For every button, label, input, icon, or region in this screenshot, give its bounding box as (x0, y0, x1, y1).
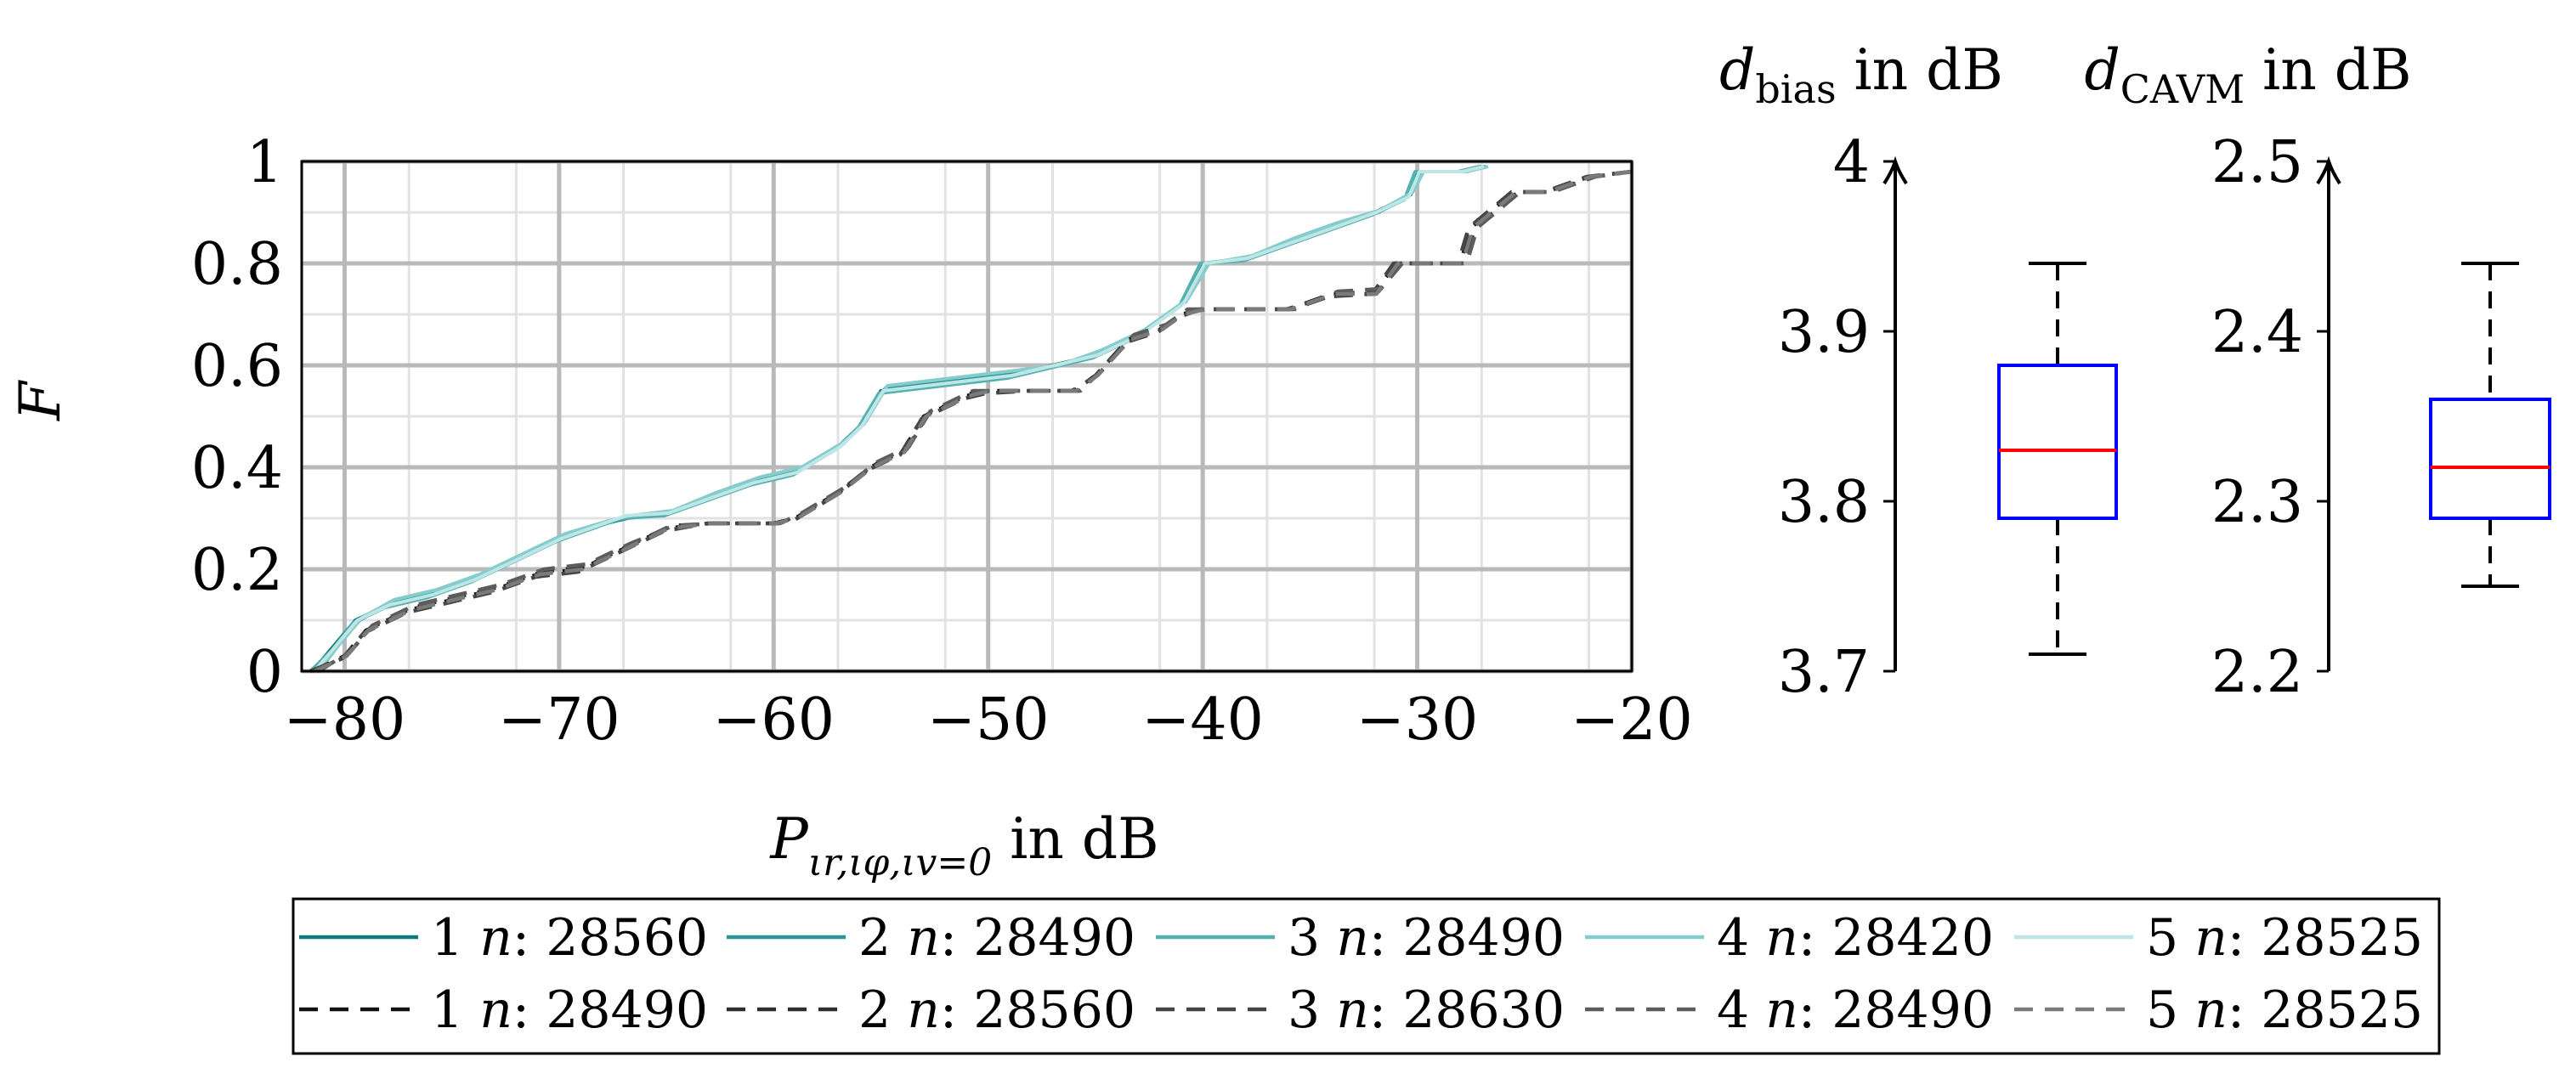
box-cavm-tick-label: 2.3 (2211, 469, 2303, 536)
x-tick-label: −20 (1571, 686, 1693, 754)
series-line-dashed-3 (309, 169, 1633, 674)
legend-label-dashed-4: 4 n: 28490 (1717, 980, 1994, 1040)
box-bias-tick-label: 4 (1833, 129, 1870, 196)
series-line-solid-1 (311, 165, 1482, 673)
x-tick-label: −30 (1356, 686, 1479, 754)
x-axis-label-main: P (769, 806, 809, 872)
box-cavm-title-suffix: in dB (2245, 37, 2411, 103)
y-axis-label: F (8, 380, 73, 421)
box-cavm-tick-label: 2.5 (2211, 129, 2303, 196)
y-tick-label: 0.6 (191, 333, 283, 400)
series-line-dashed-5 (314, 169, 1633, 674)
x-tick-label: −70 (498, 686, 620, 754)
x-tick-label: −50 (927, 686, 1050, 754)
x-tick-label: −60 (713, 686, 835, 754)
series-line-solid-2 (315, 165, 1486, 673)
y-tick-label: 0.2 (191, 537, 283, 604)
box-cavm-title-main: d (2084, 37, 2120, 103)
x-axis-label-suffix: in dB (992, 806, 1158, 872)
y-tick-label: 0.8 (191, 231, 283, 298)
box-cavm-title-sub: CAVM (2120, 66, 2245, 112)
legend-label-solid-4: 4 n: 28420 (1717, 908, 1994, 968)
box-bias-title-sub: bias (1755, 66, 1836, 112)
box-bias-tick-label: 3.9 (1778, 299, 1870, 366)
box-bias-iqr-box (1997, 364, 2118, 520)
legend-label-dashed-5: 5 n: 28525 (2146, 980, 2423, 1040)
series-line-dashed-2 (315, 169, 1633, 673)
cdf-grid (300, 159, 1634, 674)
cdf-series-lines (309, 165, 1633, 674)
legend-frame (292, 897, 2441, 1055)
box-plot-cavm: dCAVM in dB 2.2 2.3 2.4 2.5 (2084, 37, 2551, 706)
box-cavm-tick-label: 2.2 (2211, 639, 2303, 706)
cdf-plot: −80 −70 −60 −50 −40 −30 −20 0 0.2 0.4 0.6 0.8 1 F Pι… (8, 129, 1693, 884)
box-bias-title-suffix: in dB (1837, 37, 2003, 103)
y-tick-label: 0 (246, 639, 283, 706)
x-axis-label-sub: ιr,ιφ,ιv=0 (808, 841, 992, 884)
y-tick-label: 0.4 (191, 435, 283, 502)
legend-label-solid-5: 5 n: 28525 (2146, 908, 2423, 968)
legend: 1 n: 28560 2 n: 28490 3 n: 28490 4 n: 28420… (292, 897, 2441, 1055)
y-tick-label: 1 (246, 129, 283, 196)
series-line-dashed-1 (311, 169, 1633, 674)
legend-label-solid-1: 1 n: 28560 (431, 908, 708, 968)
box-bias-tick-label: 3.8 (1778, 469, 1870, 536)
legend-label-dashed-1: 1 n: 28490 (431, 980, 708, 1040)
box-cavm-iqr-box (2429, 398, 2551, 520)
cdf-ticks: −80 −70 −60 −50 −40 −30 −20 0 0.2 0.4 0.6 0.8 1 (191, 129, 1693, 754)
series-line-solid-5 (313, 165, 1485, 673)
x-axis-label: Pιr,ιφ,ιv=0 in dB (769, 806, 1158, 884)
x-tick-label: −80 (284, 686, 406, 754)
box-bias-title: dbias in dB (1719, 37, 2003, 112)
box-plot-bias: dbias in dB 3.73.83.94 (1719, 37, 2118, 706)
legend-label-solid-3: 3 n: 28490 (1288, 908, 1565, 968)
cdf-plot-frame (300, 160, 1633, 673)
box-cavm-tick-label: 2.4 (2211, 299, 2303, 366)
legend-label-solid-2: 2 n: 28490 (858, 908, 1135, 968)
legend-label-dashed-2: 2 n: 28560 (858, 980, 1135, 1040)
legend-label-dashed-3: 3 n: 28630 (1288, 980, 1565, 1040)
x-tick-label: −40 (1141, 686, 1264, 754)
box-bias-tick-label: 3.7 (1778, 639, 1870, 706)
box-cavm-title: dCAVM in dB (2084, 37, 2411, 112)
box-bias-title-main: d (1719, 37, 1755, 103)
series-line-solid-4 (317, 165, 1489, 673)
